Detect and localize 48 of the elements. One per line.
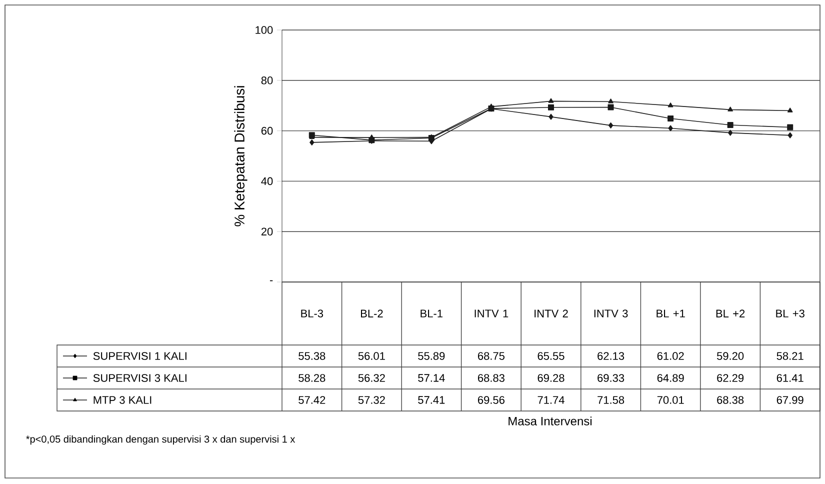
x-tick-label: BL +2 — [716, 310, 745, 318]
x-tick-label: BL-3 — [301, 310, 324, 318]
data-label: 56.01 — [358, 352, 385, 360]
data-label: 68.75 — [478, 352, 504, 360]
data-label: 65.55 — [538, 352, 564, 360]
legend-label: MTP 3 KALI — [94, 396, 152, 404]
y-tick-label: 20 — [261, 228, 273, 236]
x-tick-label: BL-2 — [360, 310, 383, 318]
data-label: 61.41 — [776, 374, 804, 382]
legend-label: SUPERVISI 3 KALI — [93, 374, 186, 382]
data-label: 62.13 — [598, 352, 624, 360]
data-label: 61.02 — [657, 352, 684, 360]
x-tick-label: INTV 2 — [534, 310, 568, 318]
data-label: 55.38 — [298, 352, 326, 360]
data-label: 57.32 — [358, 396, 385, 404]
data-label: 57.41 — [418, 396, 445, 404]
y-tick-label: 60 — [261, 126, 273, 135]
data-label: 71.74 — [538, 396, 564, 404]
data-label: 71.58 — [598, 396, 624, 404]
y-tick-label: 100 — [256, 26, 273, 34]
x-tick-label: BL +3 — [776, 310, 804, 318]
data-label: 70.01 — [657, 396, 684, 404]
x-tick-label: BL-1 — [420, 310, 442, 318]
text: Masa Intervensi — [508, 416, 592, 426]
data-label: 69.56 — [478, 396, 504, 404]
data-label: 57.42 — [298, 396, 326, 404]
data-label: 59.20 — [716, 352, 744, 360]
y-tick-label: 40 — [261, 177, 273, 186]
data-label: 69.33 — [598, 374, 624, 382]
data-label: 68.38 — [717, 396, 744, 404]
data-label: 64.89 — [657, 374, 684, 382]
x-tick-label: BL +1 — [656, 310, 685, 318]
y-tick-label: 80 — [261, 76, 273, 84]
data-label: 68.83 — [478, 374, 504, 382]
x-tick-label: INTV 3 — [594, 310, 628, 318]
legend-label: SUPERVISI 1 KALI — [93, 352, 186, 360]
data-label: 58.21 — [776, 352, 804, 360]
data-label: 69.28 — [538, 374, 564, 382]
data-label: 55.89 — [418, 352, 445, 360]
x-tick-label: INTV 1 — [474, 310, 508, 318]
text: *p<0,05 dibandingkan dengan supervisi 3 x dan supervisi 1 x — [26, 435, 296, 445]
y-tick-label: - — [270, 280, 273, 282]
data-label: 57.14 — [418, 374, 445, 382]
data-label: 58.28 — [298, 374, 326, 382]
data-label: 56.32 — [358, 374, 385, 382]
data-label: 67.99 — [776, 396, 804, 404]
y-axis-title: % Ketepatan Distribusi — [234, 86, 248, 226]
data-label: 62.29 — [717, 374, 744, 382]
